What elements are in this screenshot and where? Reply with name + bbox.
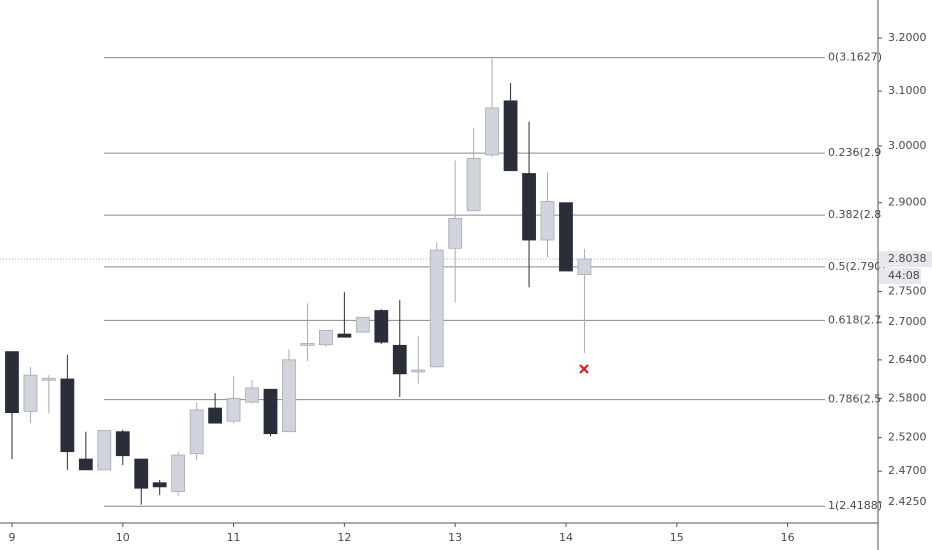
x-tick-label: 12 [337, 531, 351, 544]
fib-label: 1(2.4188) [828, 499, 882, 512]
last-price-box [879, 251, 932, 268]
candle-body [134, 458, 149, 489]
x-tick-label: 14 [559, 531, 573, 544]
fib-label: 0(3.1627) [828, 51, 882, 64]
candle-body [245, 387, 259, 403]
y-tick-label: 2.7500 [888, 285, 927, 298]
candle-body [115, 431, 130, 457]
candle-body [485, 107, 500, 156]
x-tick-label: 10 [116, 531, 130, 544]
candle-body [577, 258, 592, 275]
plot-area: 3.2000 3.1000 3.0000 2.9000 2.7500 2.7000 2.64… [0, 31, 927, 544]
marker-x [579, 364, 589, 374]
candle-body [263, 388, 278, 435]
candle-body [429, 249, 444, 368]
fib-label: 0.5(2.790) [828, 260, 886, 273]
x-tick-label: 15 [670, 531, 684, 544]
candle-body [374, 310, 389, 343]
y-tick-label: 2.4250 [888, 495, 927, 508]
candle-body [60, 378, 75, 453]
candle-body [503, 100, 518, 172]
x-tick-label: 13 [448, 531, 462, 544]
candle-body [23, 374, 38, 412]
candle-body [78, 458, 93, 471]
candle-body [559, 202, 573, 272]
y-tick-label: 2.5800 [888, 391, 927, 404]
candle-body [411, 369, 426, 373]
y-tick-label: 2.7000 [888, 315, 927, 328]
countdown-label: 44:08 [888, 269, 920, 282]
candle-body [5, 351, 19, 414]
candle-body [97, 429, 112, 471]
candle-body [466, 157, 481, 212]
candle-body [392, 344, 407, 375]
candle-body [448, 217, 463, 249]
y-tick-label: 2.5200 [888, 431, 927, 444]
y-tick-label: 2.4700 [888, 464, 927, 477]
candle-body [41, 377, 56, 381]
fib-label: 0.618(2.7 [828, 313, 881, 326]
candle-body [319, 329, 333, 346]
fib-label: 0.236(2.9 [828, 146, 881, 159]
last-price-label: 2.8038 [888, 252, 927, 265]
candle-body [226, 397, 241, 422]
candle-body [355, 316, 370, 333]
x-tick-label: 16 [781, 531, 795, 544]
y-tick-label: 3.2000 [888, 31, 927, 44]
candle-body [282, 359, 296, 433]
fib-label: 0.382(2.8 [828, 208, 881, 221]
fib-label: 0.786(2.5 [828, 393, 881, 406]
candle-body [152, 482, 167, 488]
candle-body [540, 201, 555, 241]
countdown-box [879, 268, 921, 285]
y-tick-label: 2.6400 [888, 353, 927, 366]
x-tick-label: 9 [8, 531, 15, 544]
x-tick-label: 11 [227, 531, 241, 544]
candle-body [208, 407, 223, 424]
y-tick-label: 3.0000 [888, 139, 927, 152]
candle-body [189, 409, 204, 455]
y-tick-label: 3.1000 [888, 84, 927, 97]
candle-body [522, 173, 536, 241]
candle-body [337, 333, 352, 338]
candle-body [171, 454, 186, 493]
y-tick-label: 2.9000 [888, 196, 927, 209]
candle-body [300, 343, 315, 346]
